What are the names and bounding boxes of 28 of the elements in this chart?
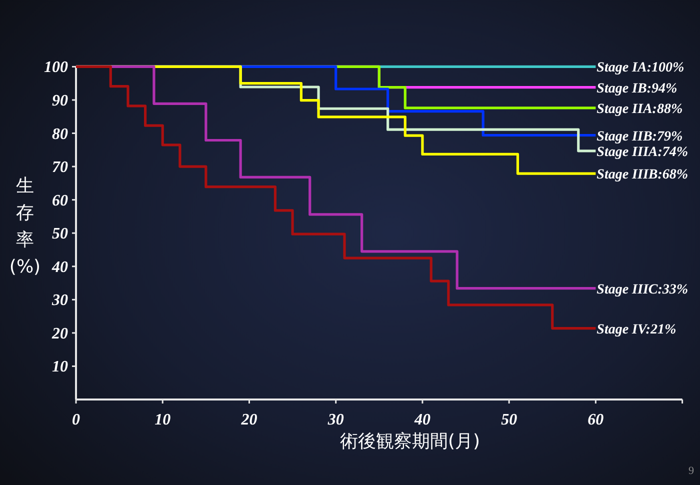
y-axis-title: 生存率(%) [9,176,41,278]
y-tick-label: 40 [51,258,68,276]
x-tick-label: 30 [326,412,344,428]
y-tick-label: 20 [51,325,68,342]
x-tick-label: 60 [588,412,604,428]
y-tick-label: 70 [52,159,68,176]
series-label: Stage IIIC:33% [596,282,688,298]
y-tick-label: 100 [44,59,68,76]
series-label: Stage IIB:79% [596,129,683,144]
series-label: Stage IIIA:74% [596,144,688,160]
text: 9 [688,465,694,477]
y-tick-label: 30 [51,292,68,310]
x-axis-title: 術後観察期間(月) [340,431,480,452]
x-tick-label: 40 [413,412,430,428]
y-tick-label: 10 [52,358,68,376]
y-tick-label: 60 [52,192,68,210]
series-label: Stage IB:94% [596,81,678,96]
series-label: Stage IIIB:68% [596,168,688,183]
x-tick-label: 50 [501,412,518,428]
series-label: Stage IA:100% [596,60,684,76]
y-tick-label: 80 [52,126,68,143]
series-label: Stage IIA:88% [596,102,683,117]
y-tick-label: 50 [52,226,68,243]
series-label: Stage IV:21% [596,322,676,338]
x-tick-label: 0 [72,412,80,428]
y-tick-label: 90 [52,92,68,110]
x-tick-label: 20 [240,412,258,428]
x-tick-label: 10 [154,412,171,428]
